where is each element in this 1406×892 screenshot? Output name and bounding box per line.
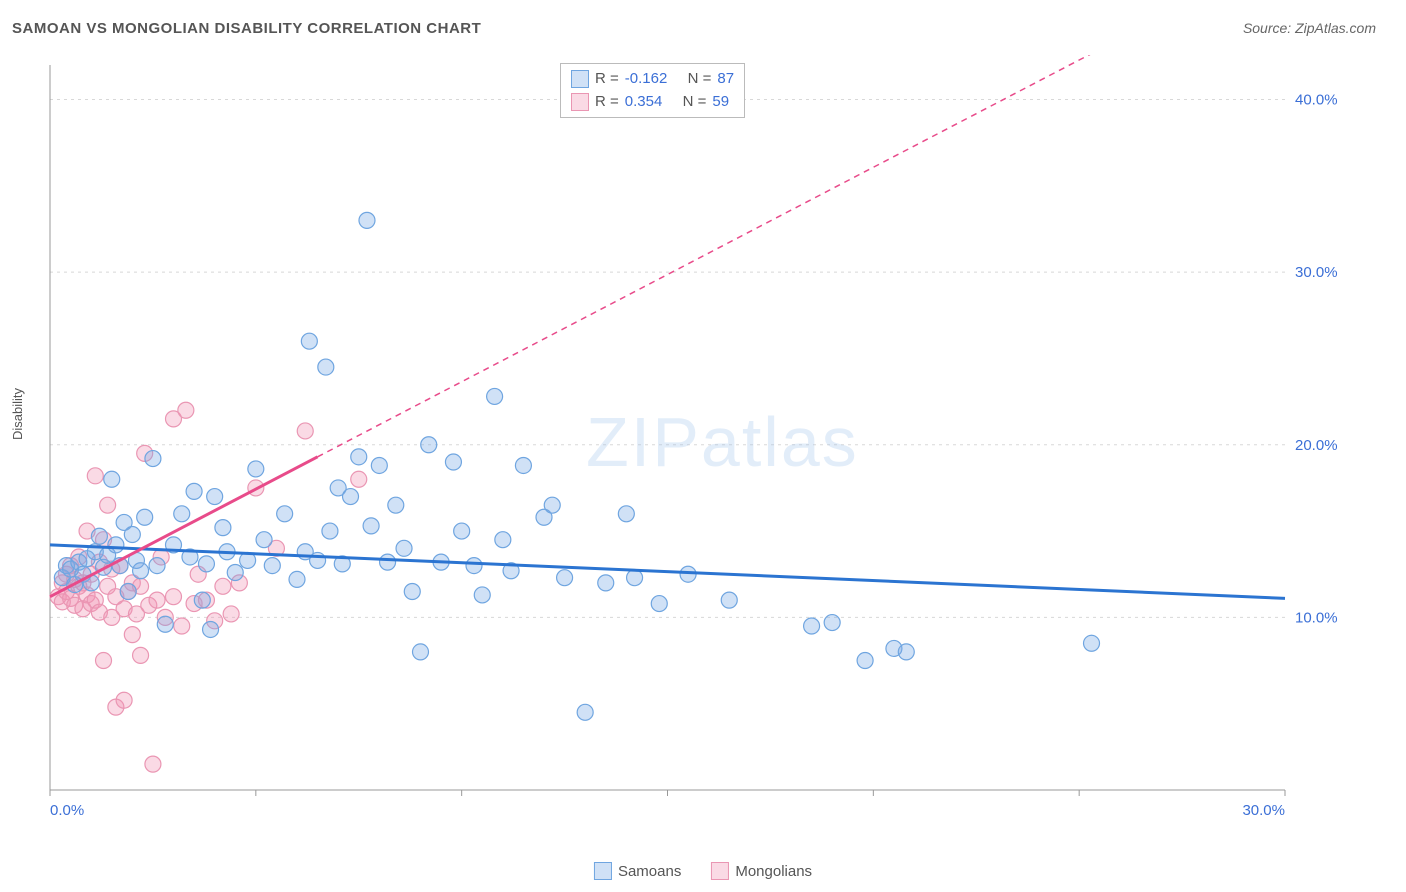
- svg-text:10.0%: 10.0%: [1295, 609, 1338, 626]
- N-value-samoans: 87: [717, 68, 734, 91]
- correlation-stats-box: R = -0.162 N = 87 R = 0.354 N = 59: [560, 63, 745, 118]
- legend-label-mongolians: Mongolians: [735, 863, 812, 880]
- svg-text:40.0%: 40.0%: [1295, 92, 1338, 109]
- R-label: R =: [595, 68, 619, 91]
- legend: Samoans Mongolians: [594, 862, 812, 880]
- N-label: N =: [688, 68, 712, 91]
- legend-label-samoans: Samoans: [618, 863, 681, 880]
- R-value-mongolians: 0.354: [625, 91, 663, 114]
- R-label: R =: [595, 91, 619, 114]
- source-attribution: Source: ZipAtlas.com: [1243, 20, 1376, 36]
- scatter-plot-svg: 0.0% 30.0% 10.0% 20.0% 30.0% 40.0%: [40, 55, 1340, 825]
- N-label: N =: [683, 91, 707, 114]
- stats-row-samoans: R = -0.162 N = 87: [571, 68, 734, 91]
- svg-text:0.0%: 0.0%: [50, 802, 84, 819]
- N-value-mongolians: 59: [712, 91, 729, 114]
- svg-text:30.0%: 30.0%: [1295, 264, 1338, 281]
- plot-area: 0.0%30.0%10.0%20.0%30.0%40.0% ZIPatlas R…: [40, 55, 1340, 825]
- stats-row-mongolians: R = 0.354 N = 59: [571, 91, 734, 114]
- legend-item-samoans: Samoans: [594, 862, 681, 880]
- swatch-samoans: [594, 862, 612, 880]
- svg-text:20.0%: 20.0%: [1295, 437, 1338, 454]
- y-axis-label: Disability: [10, 388, 25, 440]
- svg-text:30.0%: 30.0%: [1242, 802, 1285, 819]
- R-value-samoans: -0.162: [625, 68, 668, 91]
- chart-container: SAMOAN VS MONGOLIAN DISABILITY CORRELATI…: [0, 0, 1406, 892]
- swatch-mongolians: [571, 93, 589, 111]
- legend-item-mongolians: Mongolians: [711, 862, 812, 880]
- swatch-mongolians: [711, 862, 729, 880]
- chart-title: SAMOAN VS MONGOLIAN DISABILITY CORRELATI…: [12, 20, 481, 37]
- swatch-samoans: [571, 70, 589, 88]
